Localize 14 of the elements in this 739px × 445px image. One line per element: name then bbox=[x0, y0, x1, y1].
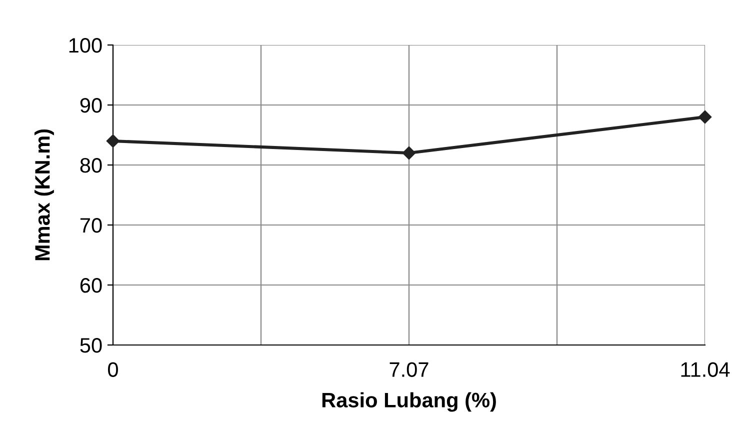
y-tick-label: 70 bbox=[80, 218, 102, 233]
y-tick-label: 50 bbox=[80, 338, 102, 353]
point bbox=[698, 110, 712, 124]
x-tick-label: 7.07 bbox=[390, 362, 428, 377]
point bbox=[106, 134, 120, 148]
y-tick-label: 100 bbox=[69, 38, 102, 53]
y-tick-label: 90 bbox=[80, 98, 102, 113]
point bbox=[402, 146, 416, 160]
y-axis-title: Mmax (KN.m) bbox=[34, 129, 54, 260]
x-axis-title: Rasio Lubang (%) bbox=[322, 392, 496, 412]
y-tick-label: 60 bbox=[80, 278, 102, 293]
x-tick-label: 0 bbox=[108, 362, 118, 377]
y-tick-label: 80 bbox=[80, 158, 102, 173]
x-tick-label: 11.04 bbox=[681, 362, 730, 377]
